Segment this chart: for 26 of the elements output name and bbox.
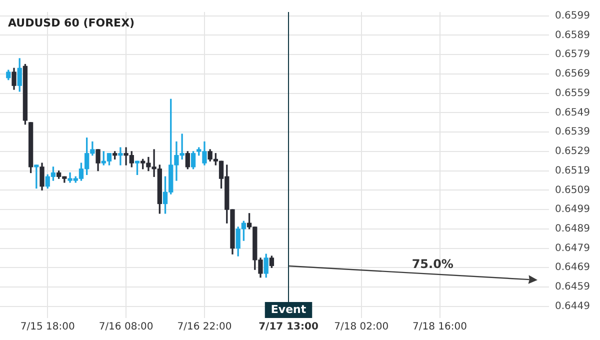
y-tick-label: 0.6459 (555, 282, 590, 293)
annotation: 75.0% (412, 256, 454, 271)
y-tick-label: 0.6499 (555, 204, 590, 216)
ref-line-label: Event (270, 302, 306, 316)
y-tick-label: 0.6449 (555, 300, 590, 312)
y-tick-label: 0.6489 (555, 224, 590, 235)
y-tick-label: 0.6479 (555, 242, 590, 254)
x-tick-label: 7/15 18:00 (20, 322, 75, 333)
x-tick-label: 7/18 02:00 (334, 322, 389, 333)
y-tick-label: 0.6559 (555, 88, 590, 99)
y-tick-label: 0.6519 (555, 165, 590, 176)
y-tick-label: 0.6469 (555, 262, 590, 274)
y-tick-label: 0.6529 (555, 146, 590, 158)
candlestick (118, 147, 123, 166)
chart-title: AUDUSD 60 (FOREX) (8, 16, 135, 30)
y-tick-label: 0.6539 (555, 126, 590, 138)
y-tick-label: 0.6549 (555, 107, 590, 118)
y-tick-label: 0.6509 (555, 184, 590, 196)
y-tick-label: 0.6599 (555, 10, 590, 22)
y-tick-label: 0.6569 (555, 68, 590, 80)
x-tick-label: 7/16 08:00 (98, 322, 154, 333)
y-tick-label: 0.6589 (555, 30, 590, 41)
y-tick-label: 0.6579 (555, 49, 590, 60)
x-tick-label: 7/18 16:00 (412, 322, 467, 333)
x-tick-label: 7/16 22:00 (177, 322, 232, 333)
x-tick-label: 7/17 13:00 (258, 322, 318, 333)
